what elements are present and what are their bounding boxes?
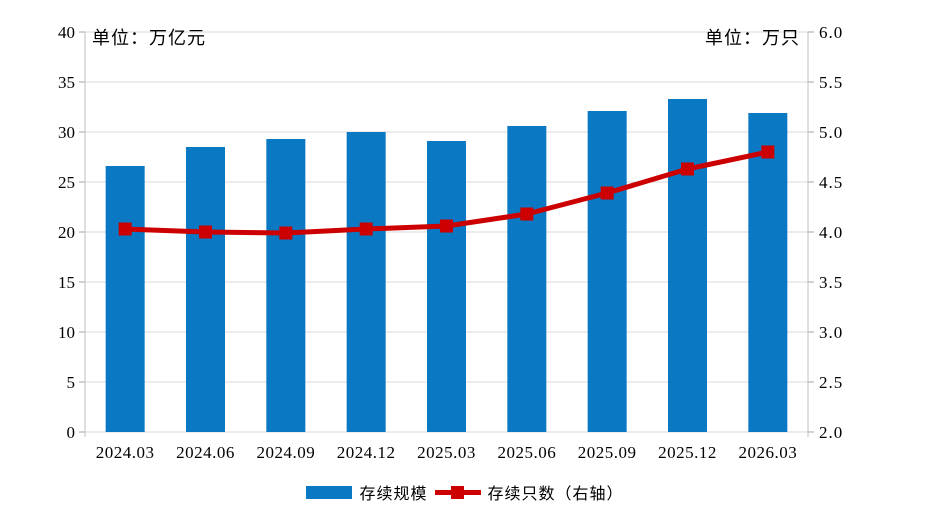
right-axis-tick-label: 4.5 — [819, 173, 843, 192]
line-marker — [440, 219, 453, 233]
bar — [587, 111, 627, 432]
legend-bar-label: 存续规模 — [359, 486, 428, 503]
left-axis-tick-label: 10 — [58, 323, 75, 342]
line-marker — [359, 222, 373, 236]
line-marker — [199, 225, 212, 239]
x-tick-label: 2025.12 — [658, 443, 717, 462]
left-axis-tick-label: 5 — [67, 373, 76, 392]
legend-line-label: 存续只数（右轴） — [487, 486, 624, 503]
bar — [668, 99, 707, 432]
x-tick-label: 2025.03 — [417, 443, 476, 462]
legend-line-marker-icon — [450, 485, 464, 499]
right-axis-tick-label: 3.0 — [819, 323, 843, 342]
left-axis-unit-label: 单位：万亿元 — [92, 28, 206, 48]
left-axis-tick-label: 35 — [58, 73, 75, 92]
right-axis-tick-label: 6.0 — [819, 23, 843, 42]
left-axis-tick-label: 20 — [58, 223, 75, 242]
right-axis-tick-label: 5.0 — [819, 123, 843, 142]
line-marker — [279, 226, 293, 240]
bar — [266, 139, 306, 432]
line-marker — [118, 222, 132, 236]
bar — [105, 166, 145, 432]
bar — [186, 147, 225, 432]
right-axis-unit-label: 单位：万只 — [705, 28, 800, 48]
left-axis-tick-label: 30 — [58, 123, 75, 142]
left-axis-tick-label: 25 — [58, 173, 75, 192]
right-axis-tick-label: 5.5 — [819, 73, 843, 92]
left-axis-tick-label: 0 — [67, 423, 76, 442]
right-axis-tick-label: 3.5 — [819, 273, 843, 292]
left-axis-tick-label: 15 — [58, 273, 75, 292]
bar — [346, 132, 386, 432]
bar — [748, 113, 788, 432]
legend-line-swatch-icon — [434, 485, 481, 499]
right-axis-tick-label: 4.0 — [819, 223, 843, 242]
bar — [507, 126, 547, 432]
legend-bar-swatch-icon — [306, 485, 353, 499]
right-axis-tick-label: 2.5 — [819, 373, 843, 392]
x-tick-label: 2024.12 — [337, 443, 396, 462]
x-tick-label: 2026.03 — [738, 443, 797, 462]
bar — [427, 141, 466, 432]
x-tick-label: 2024.06 — [176, 443, 235, 462]
line-marker — [520, 207, 534, 221]
line-marker — [761, 145, 775, 159]
line-marker — [600, 186, 614, 200]
right-axis-tick-label: 2.0 — [819, 423, 843, 442]
line-marker — [681, 162, 694, 176]
x-tick-label: 2025.09 — [578, 443, 637, 462]
left-axis-tick-label: 40 — [58, 23, 75, 42]
chart-legend: 存续规模 存续只数（右轴） — [0, 480, 930, 504]
x-tick-label: 2024.03 — [96, 443, 155, 462]
x-tick-label: 2025.06 — [497, 443, 556, 462]
x-tick-label: 2024.09 — [256, 443, 315, 462]
